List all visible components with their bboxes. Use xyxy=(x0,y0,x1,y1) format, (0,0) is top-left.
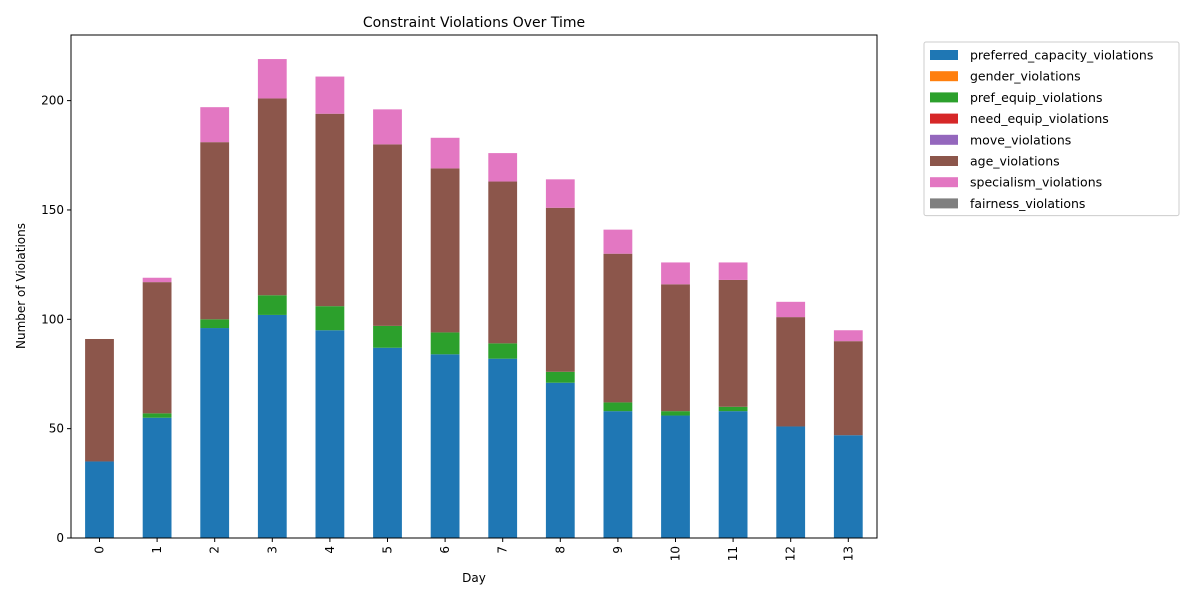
bar-segment-specialism-violations-day-3 xyxy=(257,59,287,99)
x-tick-label: 7 xyxy=(496,546,510,554)
bar-segment-preferred-capacity-violations-day-4 xyxy=(315,330,345,538)
legend: preferred_capacity_violations gender_viol… xyxy=(923,41,1180,217)
bar-segment-age-violations-day-5 xyxy=(373,144,402,326)
bar-segment-preferred-capacity-violations-day-13 xyxy=(833,435,863,538)
bar-segment-specialism-violations-day-12 xyxy=(776,301,806,318)
bar-segment-pref-equip-violations-day-2 xyxy=(200,319,230,329)
bar-segment-age-violations-day-7 xyxy=(488,181,518,344)
legend-swatch xyxy=(930,71,958,82)
legend-label: pref_equip_violations xyxy=(970,90,1102,105)
bar-segment-specialism-violations-day-8 xyxy=(545,179,575,208)
bar-segment-preferred-capacity-violations-day-9 xyxy=(603,411,633,538)
legend-label: preferred_capacity_violations xyxy=(970,48,1153,63)
y-tick-label: 200 xyxy=(41,94,64,108)
legend-swatch xyxy=(930,92,958,103)
bar-segment-preferred-capacity-violations-day-11 xyxy=(718,411,748,538)
x-tick-label: 1 xyxy=(150,546,164,554)
bar-segment-preferred-capacity-violations-day-0 xyxy=(85,461,114,538)
legend-label: move_violations xyxy=(970,132,1071,147)
bar-segment-pref-equip-violations-day-3 xyxy=(257,295,287,315)
legend-box xyxy=(923,41,1180,217)
bar-segment-specialism-violations-day-13 xyxy=(833,330,863,342)
bar-segment-preferred-capacity-violations-day-1 xyxy=(142,417,172,538)
x-tick-label: 9 xyxy=(611,546,625,554)
legend-label: specialism_violations xyxy=(970,175,1102,190)
x-tick-label: 8 xyxy=(553,546,567,554)
legend-swatch xyxy=(930,113,958,124)
x-tick-label: 5 xyxy=(381,546,395,554)
bar-segment-age-violations-day-12 xyxy=(776,317,806,427)
y-tick-label: 50 xyxy=(49,422,64,436)
x-tick-label: 0 xyxy=(93,546,107,554)
bar-segment-specialism-violations-day-4 xyxy=(315,76,345,114)
bar-segment-age-violations-day-1 xyxy=(142,282,172,414)
x-tick-label: 6 xyxy=(438,546,452,554)
legend-label: need_equip_violations xyxy=(970,111,1109,126)
bar-segment-specialism-violations-day-7 xyxy=(488,153,518,182)
chart-title: Constraint Violations Over Time xyxy=(363,15,585,31)
legend-swatch xyxy=(930,177,958,188)
x-tick-label: 11 xyxy=(726,546,740,561)
y-tick-label: 0 xyxy=(56,531,64,545)
legend-label: fairness_violations xyxy=(970,196,1085,211)
x-axis-label: Day xyxy=(462,571,486,585)
bar-segment-age-violations-day-0 xyxy=(85,338,114,462)
legend-swatch xyxy=(930,50,958,60)
bar-segment-age-violations-day-8 xyxy=(545,207,575,372)
bar-segment-pref-equip-violations-day-4 xyxy=(315,306,345,331)
bar-segment-age-violations-day-13 xyxy=(833,341,863,436)
bar-segment-specialism-violations-day-11 xyxy=(718,262,748,280)
bar-segment-pref-equip-violations-day-6 xyxy=(430,332,460,355)
bar-segment-preferred-capacity-violations-day-10 xyxy=(661,415,690,538)
bar-segment-age-violations-day-3 xyxy=(257,98,287,296)
bar-segment-age-violations-day-9 xyxy=(603,253,633,403)
legend-label: age_violations xyxy=(970,154,1060,169)
bar-segment-age-violations-day-6 xyxy=(430,168,460,333)
bar-segment-preferred-capacity-violations-day-3 xyxy=(257,314,287,538)
bar-segment-pref-equip-violations-day-8 xyxy=(545,371,575,383)
x-axis-ticks: 0 1 2 3 4 5 6 7 8 9 10 11 12 13 xyxy=(93,538,855,561)
bar-segment-preferred-capacity-violations-day-6 xyxy=(430,354,460,538)
bar-segment-specialism-violations-day-6 xyxy=(430,137,460,169)
legend-swatch xyxy=(930,134,958,145)
y-axis-ticks: 0 50 100 150 200 xyxy=(41,94,71,545)
bar-segment-pref-equip-violations-day-5 xyxy=(373,325,402,348)
bar-segment-pref-equip-violations-day-9 xyxy=(603,402,633,412)
bar-segment-age-violations-day-10 xyxy=(661,284,690,412)
x-tick-label: 3 xyxy=(265,546,279,554)
legend-swatch xyxy=(930,198,958,209)
bar-segment-pref-equip-violations-day-1 xyxy=(142,413,172,418)
bar-segment-preferred-capacity-violations-day-7 xyxy=(488,358,518,538)
bar-segment-specialism-violations-day-5 xyxy=(373,109,402,145)
x-tick-label: 4 xyxy=(323,546,337,554)
bar-segment-specialism-violations-day-9 xyxy=(603,229,633,254)
x-tick-label: 2 xyxy=(208,546,222,554)
bar-segment-preferred-capacity-violations-day-2 xyxy=(200,328,230,538)
x-tick-label: 10 xyxy=(669,546,683,561)
x-tick-label: 13 xyxy=(841,546,855,561)
legend-label: gender_violations xyxy=(970,69,1081,84)
plot-frame xyxy=(70,34,878,539)
legend-swatch xyxy=(930,156,958,166)
bar-segment-pref-equip-violations-day-7 xyxy=(488,343,518,359)
bar-segment-pref-equip-violations-day-11 xyxy=(718,406,748,412)
x-tick-label: 12 xyxy=(784,546,798,561)
bar-segment-specialism-violations-day-10 xyxy=(661,262,690,285)
bar-segment-preferred-capacity-violations-day-12 xyxy=(776,426,806,538)
bar-segment-age-violations-day-2 xyxy=(200,142,230,320)
bar-segment-pref-equip-violations-day-10 xyxy=(661,411,690,416)
bar-segment-age-violations-day-4 xyxy=(315,113,345,307)
y-axis-label: Number of Violations xyxy=(14,223,28,349)
bar-segment-preferred-capacity-violations-day-8 xyxy=(545,382,575,538)
bars-group xyxy=(85,59,863,538)
bar-segment-specialism-violations-day-1 xyxy=(142,277,172,283)
bar-segment-specialism-violations-day-2 xyxy=(200,107,230,143)
bar-segment-age-violations-day-11 xyxy=(718,279,748,407)
bar-segment-preferred-capacity-violations-day-5 xyxy=(373,347,402,538)
y-tick-label: 150 xyxy=(41,203,64,217)
y-tick-label: 100 xyxy=(41,312,64,326)
